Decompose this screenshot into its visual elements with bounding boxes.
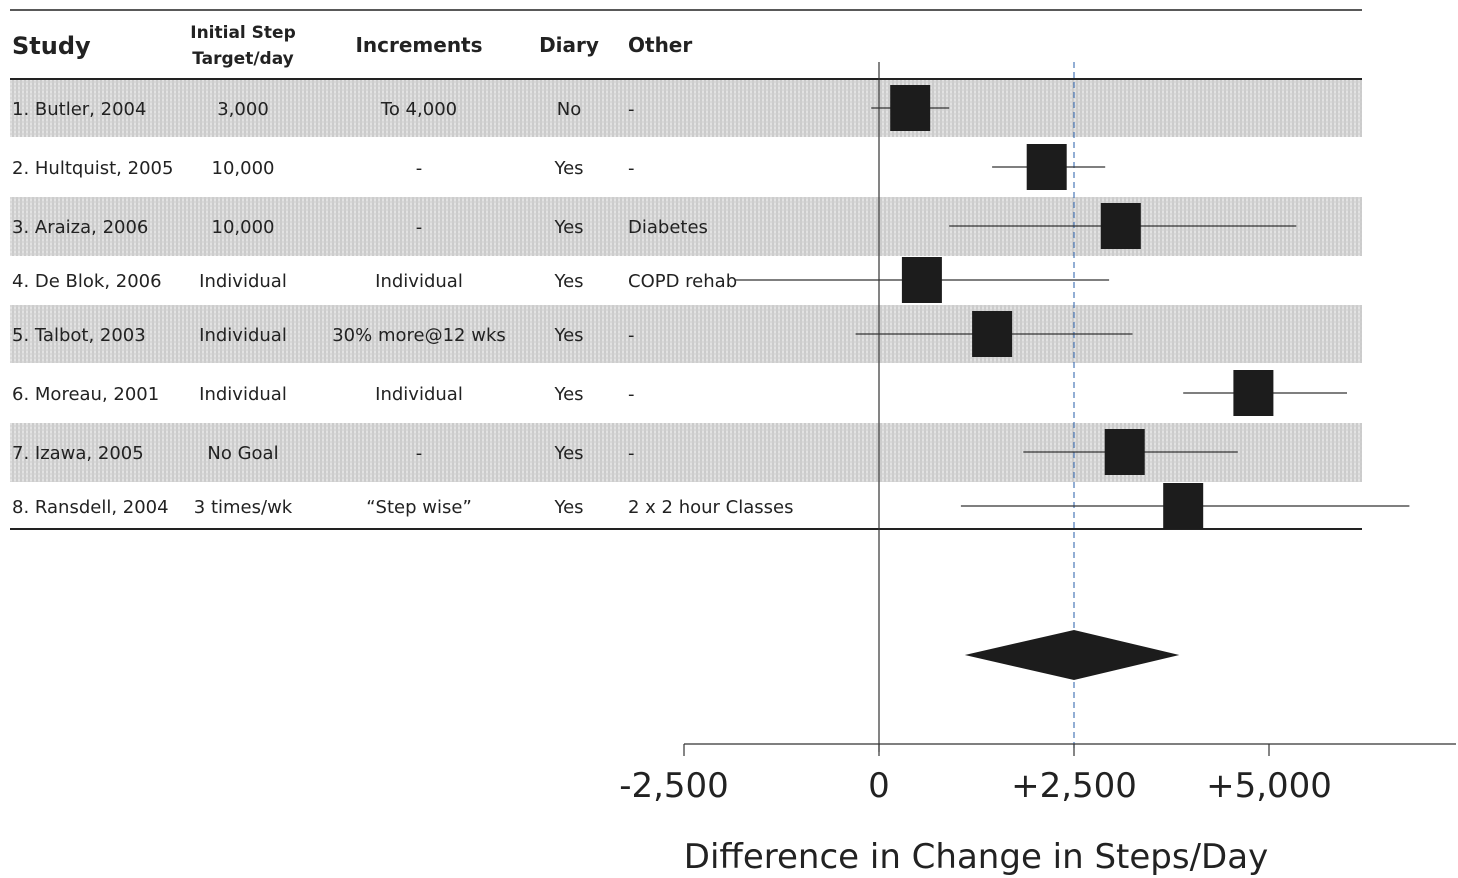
pooled-diamond: [964, 630, 1180, 680]
study-diary: No: [557, 99, 581, 120]
study-increments: -: [416, 443, 423, 464]
effect-size-square: [972, 311, 1013, 357]
header-other: Other: [628, 33, 692, 57]
study-name: 4. De Blok, 2006: [12, 271, 162, 292]
effect-size-square: [1026, 144, 1067, 190]
study-name: 6. Moreau, 2001: [12, 384, 159, 405]
x-axis: -2,500 0 +2,500 +5,000: [619, 743, 1456, 806]
study-diary: Yes: [553, 217, 583, 238]
study-other: -: [628, 384, 635, 405]
study-other: -: [628, 99, 635, 120]
row-band-1: [10, 80, 1362, 137]
study-name: 5. Talbot, 2003: [12, 325, 146, 346]
study-target: 10,000: [212, 158, 275, 179]
header-target-line2: Target/day: [192, 49, 294, 69]
effect-size-square: [1104, 429, 1145, 475]
study-diary: Yes: [553, 443, 583, 464]
x-tick-label: 0: [868, 766, 890, 806]
header-diary: Diary: [539, 33, 599, 57]
study-target: 10,000: [212, 217, 275, 238]
study-name: 2. Hultquist, 2005: [12, 158, 173, 179]
effect-size-square: [1100, 203, 1141, 249]
study-target: Individual: [199, 384, 287, 405]
study-other: -: [628, 325, 635, 346]
study-diary: Yes: [553, 384, 583, 405]
x-tick-label: +2,500: [1011, 766, 1137, 806]
study-target: No Goal: [207, 443, 278, 464]
forest-marks: [734, 62, 1410, 752]
study-name: 8. Ransdell, 2004: [12, 497, 169, 518]
study-increments: Individual: [375, 384, 463, 405]
study-increments: 30% more@12 wks: [332, 325, 506, 346]
study-other: Diabetes: [628, 217, 708, 238]
study-increments: Individual: [375, 271, 463, 292]
study-name: 3. Araiza, 2006: [12, 217, 148, 238]
study-other: -: [628, 158, 635, 179]
x-axis-label: Difference in Change in Steps/Day: [684, 837, 1268, 877]
study-target: 3,000: [217, 99, 269, 120]
study-name: 7. Izawa, 2005: [12, 443, 144, 464]
effect-size-square: [1233, 370, 1274, 416]
study-target: Individual: [199, 271, 287, 292]
study-other: COPD rehab: [628, 271, 737, 292]
study-increments: -: [416, 217, 423, 238]
study-diary: Yes: [553, 271, 583, 292]
study-diary: Yes: [553, 325, 583, 346]
header-target-line1: Initial Step: [190, 23, 296, 43]
study-increments: To 4,000: [380, 99, 457, 120]
study-increments: -: [416, 158, 423, 179]
header-study: Study: [12, 32, 91, 60]
x-tick-label: +5,000: [1206, 766, 1332, 806]
column-headers: Study Initial Step Target/day Increments Dia…: [12, 23, 692, 69]
study-rows: 1. Butler, 2004 3,000 To 4,000 No - 2. Hultqu…: [12, 99, 793, 518]
study-diary: Yes: [553, 497, 583, 518]
study-increments: “Step wise”: [366, 497, 472, 518]
effect-size-square: [890, 85, 931, 131]
row-band-3: [10, 305, 1362, 363]
study-name: 1. Butler, 2004: [12, 99, 146, 120]
study-other: -: [628, 443, 635, 464]
effect-size-square: [901, 257, 942, 303]
x-tick-label: -2,500: [619, 766, 729, 806]
study-target: 3 times/wk: [194, 497, 293, 518]
study-diary: Yes: [553, 158, 583, 179]
study-other: 2 x 2 hour Classes: [628, 497, 793, 518]
effect-size-square: [1163, 483, 1204, 529]
study-target: Individual: [199, 325, 287, 346]
header-increments: Increments: [355, 33, 482, 57]
